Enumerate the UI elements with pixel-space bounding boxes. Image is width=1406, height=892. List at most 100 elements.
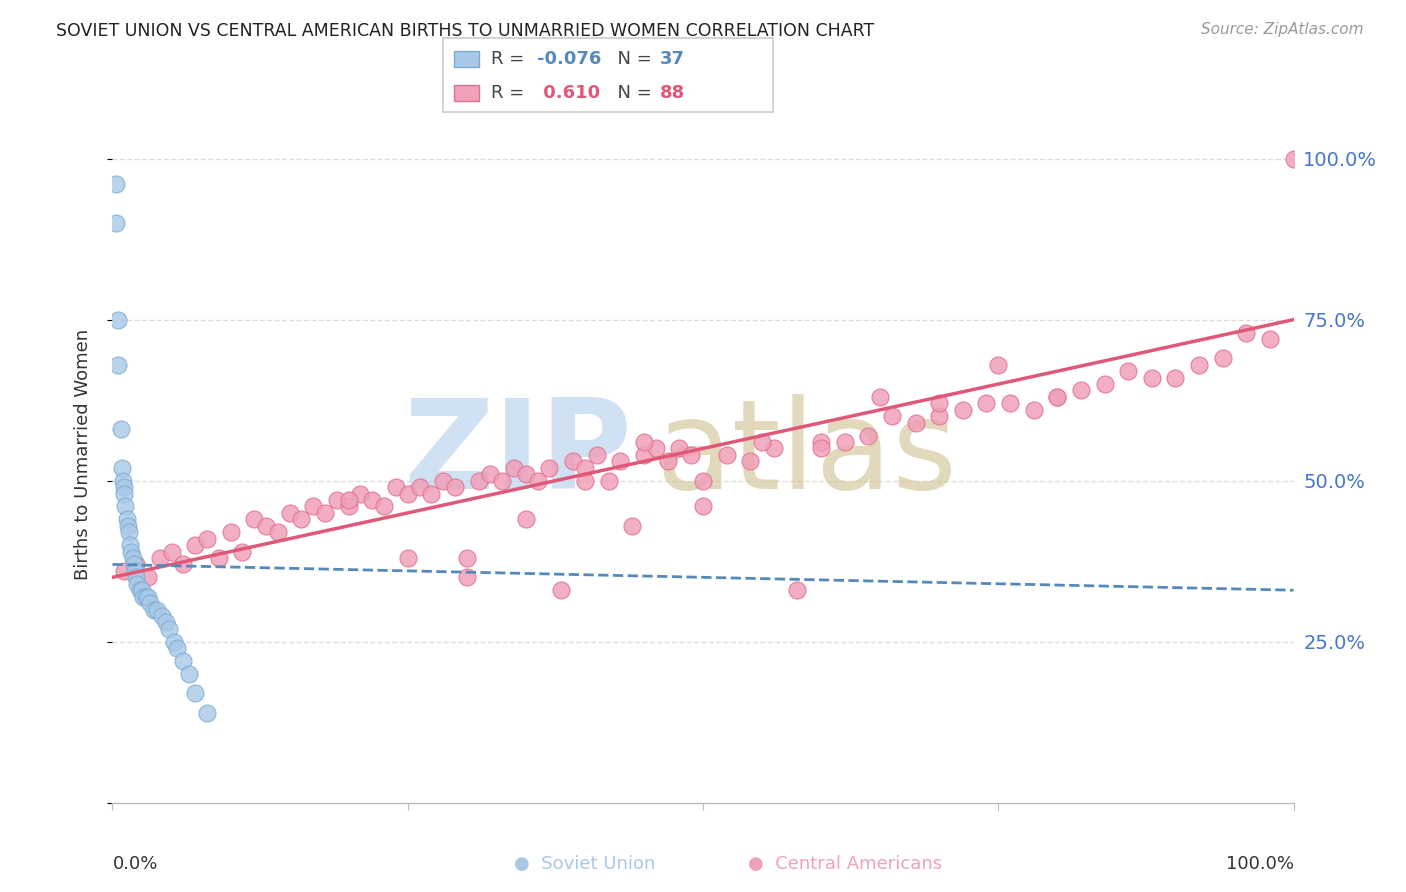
Point [1258,332,1281,346]
Point [337,493,360,508]
Point [149,551,172,566]
Point [184,538,207,552]
Point [107,312,129,326]
Point [122,558,145,572]
Point [150,609,173,624]
Point [157,622,180,636]
Point [952,402,974,417]
Point [219,525,242,540]
Point [987,358,1010,372]
Point [112,474,135,488]
Point [208,551,231,566]
Point [349,486,371,500]
Point [118,525,141,540]
Point [114,500,136,514]
Point [1094,377,1116,392]
Point [254,518,277,533]
Point [267,525,290,540]
Point [396,486,419,500]
Point [125,558,148,572]
Point [337,500,360,514]
Point [869,390,891,404]
Point [184,686,207,700]
Point [621,518,644,533]
Point [538,460,561,475]
Point [880,409,903,424]
Text: R =: R = [491,84,530,103]
Point [278,506,301,520]
Point [657,454,679,468]
Point [1116,364,1139,378]
Point [976,396,998,410]
Point [456,570,478,584]
Point [444,480,467,494]
Point [1212,351,1234,366]
Point [585,448,607,462]
Point [692,500,714,514]
Point [681,448,703,462]
Point [131,583,153,598]
Point [1070,384,1092,398]
Text: -0.076: -0.076 [537,50,602,68]
Point [810,435,832,450]
Point [786,583,808,598]
Point [633,435,655,450]
Text: atlas: atlas [655,394,957,516]
Point [479,467,502,482]
Point [112,486,135,500]
Point [1282,152,1305,166]
Point [562,454,585,468]
Point [858,428,880,442]
Point [135,590,157,604]
Point [633,448,655,462]
Point [456,551,478,566]
Point [290,512,312,526]
Point [751,435,773,450]
Point [609,454,631,468]
Point [574,460,596,475]
Point [172,558,194,572]
Point [467,474,489,488]
Point [998,396,1021,410]
Point [326,493,349,508]
Point [136,570,159,584]
Text: 100.0%: 100.0% [1226,855,1294,873]
Point [125,570,148,584]
Point [928,409,950,424]
Point [716,448,738,462]
Text: 37: 37 [659,50,685,68]
Point [1188,358,1211,372]
Text: SOVIET UNION VS CENTRAL AMERICAN BIRTHS TO UNMARRIED WOMEN CORRELATION CHART: SOVIET UNION VS CENTRAL AMERICAN BIRTHS … [56,22,875,40]
Point [515,467,537,482]
Point [163,634,186,648]
Y-axis label: Births to Unmarried Women: Births to Unmarried Women [73,329,91,581]
Point [834,435,856,450]
Point [574,474,596,488]
Point [314,506,336,520]
Point [385,480,408,494]
Point [231,544,253,558]
Point [105,178,128,192]
Point [1022,402,1045,417]
Text: ZIP: ZIP [404,394,633,516]
Point [1234,326,1257,340]
Text: N =: N = [606,84,658,103]
Point [432,474,454,488]
Point [172,654,194,668]
Point [155,615,177,630]
Point [810,442,832,456]
Point [928,396,950,410]
Point [136,590,159,604]
Point [127,576,149,591]
Point [668,442,690,456]
Point [420,486,443,500]
Point [139,596,162,610]
Text: ●  Soviet Union: ● Soviet Union [515,855,655,873]
Point [1164,370,1187,384]
Text: ●  Central Americans: ● Central Americans [748,855,942,873]
Point [166,641,188,656]
Point [105,216,128,230]
Point [132,590,155,604]
Point [302,500,325,514]
Point [396,551,419,566]
